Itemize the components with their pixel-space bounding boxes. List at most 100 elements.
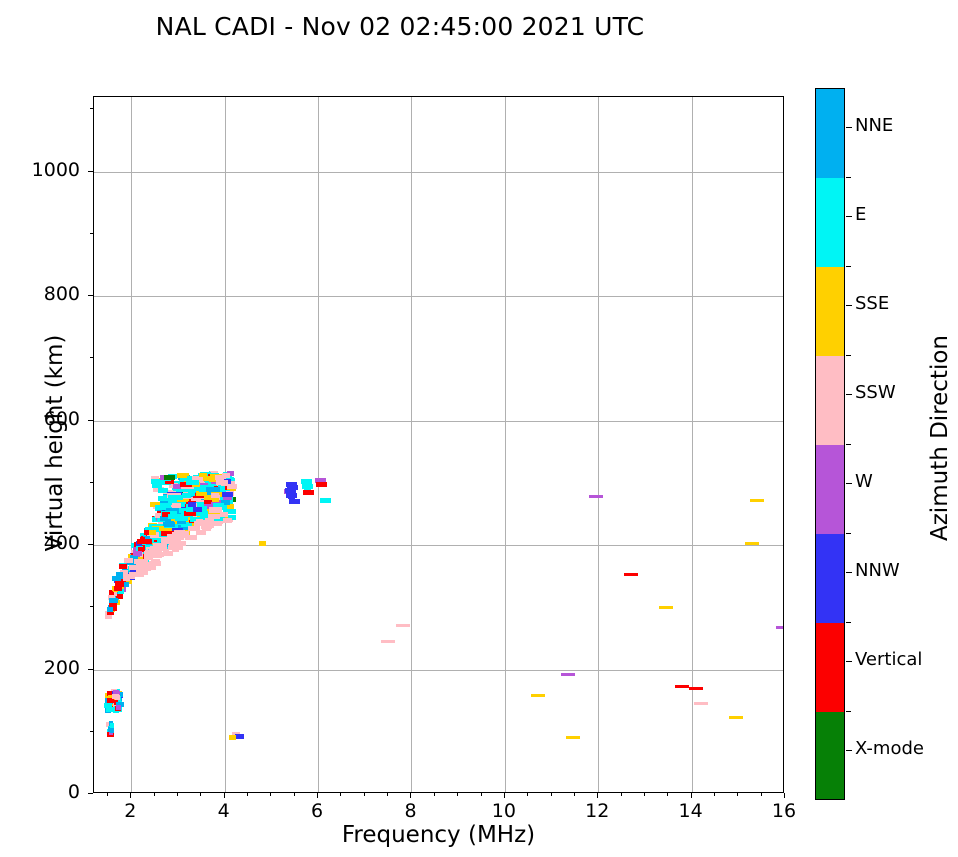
x-axis-tick-label: 12 [585, 800, 610, 822]
data-point [186, 479, 200, 485]
data-point [179, 482, 192, 488]
x-axis-tick [410, 793, 411, 798]
x-axis-tick-label: 8 [404, 800, 417, 822]
y-axis-tick [88, 171, 93, 172]
x-axis-minor-tick [107, 793, 108, 796]
gridline-vertical [318, 97, 319, 792]
gridline-vertical [131, 97, 132, 792]
data-point [151, 478, 162, 484]
data-point [165, 507, 180, 513]
colorbar-boundary-tick [846, 711, 851, 713]
data-point [623, 573, 638, 577]
x-axis-minor-tick [340, 793, 341, 796]
data-point [164, 550, 174, 556]
data-point [689, 686, 704, 690]
data-point [122, 574, 135, 580]
data-point [136, 561, 147, 567]
data-point [105, 614, 113, 620]
colorbar-tick [846, 127, 852, 129]
data-point [179, 486, 193, 492]
data-point [144, 554, 154, 560]
data-point [103, 702, 112, 708]
data-point [315, 478, 327, 484]
data-point [166, 537, 180, 543]
data-point [161, 511, 170, 517]
data-point [106, 707, 114, 713]
data-point [203, 495, 215, 501]
colorbar-segment-w [816, 445, 844, 535]
data-point [162, 522, 175, 528]
data-point [114, 580, 124, 586]
data-point [195, 490, 207, 496]
y-axis-tick-label: 400 [43, 532, 80, 555]
y-axis-tick [88, 669, 93, 670]
data-point [211, 492, 220, 498]
data-point [151, 476, 160, 482]
data-point [113, 700, 118, 706]
data-point [202, 472, 211, 478]
y-axis-minor-tick [90, 357, 93, 358]
data-point [180, 522, 192, 528]
y-axis-label: Virtual height (km) [42, 334, 68, 552]
data-point [164, 474, 176, 480]
gridline-vertical [692, 97, 693, 792]
data-point [158, 480, 172, 486]
data-point [212, 496, 220, 502]
colorbar-boundary-tick [846, 444, 851, 446]
colorbar-tick [846, 483, 852, 485]
gridline-horizontal [94, 296, 783, 297]
x-axis-tick-label: 10 [491, 800, 516, 822]
data-point [728, 715, 743, 719]
data-point [175, 515, 189, 521]
data-point [107, 690, 114, 696]
data-point [175, 535, 185, 541]
data-point [658, 605, 673, 609]
data-point [221, 492, 233, 498]
data-point [229, 735, 237, 741]
data-point [223, 508, 236, 514]
x-axis-tick-label: 2 [124, 800, 137, 822]
data-point [150, 501, 161, 507]
data-point [177, 541, 187, 547]
y-axis-tick-label: 200 [43, 656, 80, 679]
colorbar-boundary-tick [846, 622, 851, 624]
colorbar-tick [846, 572, 852, 574]
data-point [191, 475, 199, 481]
data-point [193, 507, 203, 513]
data-point [129, 564, 142, 570]
data-point [219, 499, 230, 505]
colorbar-segment-e [816, 178, 844, 268]
colorbar-tick [846, 661, 852, 663]
colorbar-label-vertical: Vertical [855, 649, 923, 671]
data-point [210, 513, 221, 519]
data-point [217, 484, 225, 490]
data-point [109, 723, 114, 729]
data-point [115, 701, 124, 707]
data-point [171, 532, 179, 538]
y-axis-minor-tick [90, 233, 93, 234]
data-point [116, 571, 124, 577]
data-point [565, 736, 580, 740]
data-point [171, 503, 181, 509]
data-point [163, 495, 171, 501]
y-axis-tick [88, 793, 93, 794]
data-point [199, 506, 207, 512]
data-point [200, 490, 214, 496]
colorbar-tick [846, 394, 852, 396]
data-point [187, 491, 195, 497]
data-point [154, 505, 166, 511]
x-axis-tick-label: 4 [217, 800, 230, 822]
data-point [157, 519, 167, 525]
x-axis-tick [130, 793, 131, 798]
data-point [223, 518, 233, 524]
colorbar-boundary-tick [846, 177, 851, 179]
data-point [289, 499, 301, 504]
colorbar-segment-vertical [816, 623, 844, 713]
data-point [145, 527, 160, 533]
colorbar-boundary-tick [846, 355, 851, 357]
data-point [161, 530, 176, 536]
x-axis-minor-tick [737, 793, 738, 796]
x-axis-tick-label: 16 [771, 800, 797, 822]
x-axis-tick [784, 793, 785, 798]
x-axis-minor-tick [621, 793, 622, 796]
